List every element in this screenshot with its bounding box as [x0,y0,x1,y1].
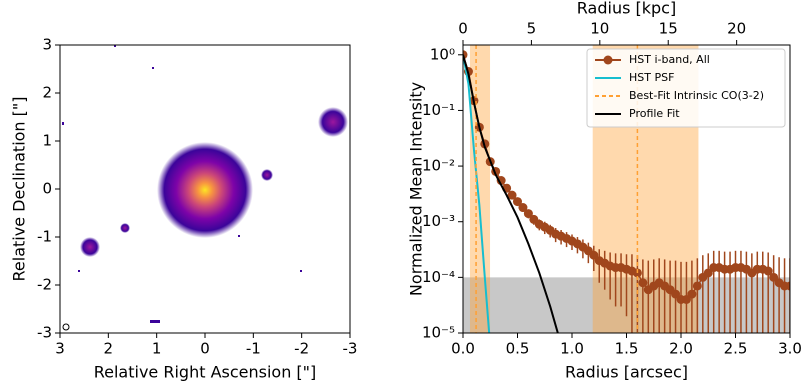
legend-label: Best-Fit Intrinsic CO(3-2) [629,89,764,102]
x-tick-label: 2 [104,340,114,358]
y-tick-label: 10⁻³ [422,212,455,230]
companion [120,223,130,233]
x-tick-label: 0.5 [506,340,530,358]
beam [63,324,69,330]
legend-label: HST i-band, All [629,53,710,66]
x-tick-label: 0 [200,340,210,358]
x-tick-label: 1.5 [615,340,639,358]
data-point [687,290,696,299]
companion [318,107,348,137]
noise [150,320,160,323]
x-tick-label: -3 [343,340,358,358]
x-tick-label: -2 [294,340,309,358]
noise [152,67,154,69]
y-axis-label: Normalized Mean Intensity [407,82,426,296]
x-tick-label: 1.0 [560,340,584,358]
companion [261,169,273,181]
y-axis-label: Relative Declination ["] [10,97,29,282]
legend-label: Profile Fit [629,107,680,120]
noise [62,122,64,125]
y-tick-label: 3 [42,36,52,54]
x2-tick-label: 5 [527,20,537,38]
x-tick-label: 3 [55,340,65,358]
figure: 3210-1-2-3-3-2-10123Relative Right Ascen… [0,0,808,392]
x2-axis-label: Radius [kpc] [577,0,676,18]
legend-marker [604,56,613,65]
x-axis-label: Relative Right Ascension ["] [94,363,317,382]
y-tick-label: 10⁻⁴ [422,268,455,286]
galaxy-image [62,45,348,330]
co-band [470,45,490,333]
y-tick-label: 0 [42,180,52,198]
x2-tick-label: 0 [458,20,468,38]
x-tick-label: 3.0 [778,340,802,358]
x2-tick-label: 10 [590,20,609,38]
noise [300,270,302,272]
y-tick-label: -3 [37,324,52,342]
y-tick-label: 1 [42,132,52,150]
x-axis-label: Radius [arcsec] [565,363,688,382]
companion [80,237,100,257]
y-tick-label: 10⁻⁵ [422,324,455,342]
x-tick-label: 2.5 [724,340,748,358]
x2-tick-label: 20 [727,20,746,38]
central-source [157,142,253,238]
x2-tick-label: 15 [659,20,678,38]
data-point [693,281,702,290]
noise [238,235,240,237]
x-tick-label: -1 [246,340,261,358]
y-tick-label: 2 [42,84,52,102]
x-tick-label: 0.0 [451,340,475,358]
y-tick-label: 10⁻² [422,157,455,175]
legend-label: HST PSF [629,71,674,84]
y-tick-label: 10⁻¹ [422,101,455,119]
x-tick-label: 2.0 [669,340,693,358]
y-tick-label: -1 [37,228,52,246]
y-tick-label: -2 [37,276,52,294]
x-tick-label: 1 [152,340,162,358]
y-tick-label: 10⁰ [430,45,455,63]
noise [78,270,80,272]
